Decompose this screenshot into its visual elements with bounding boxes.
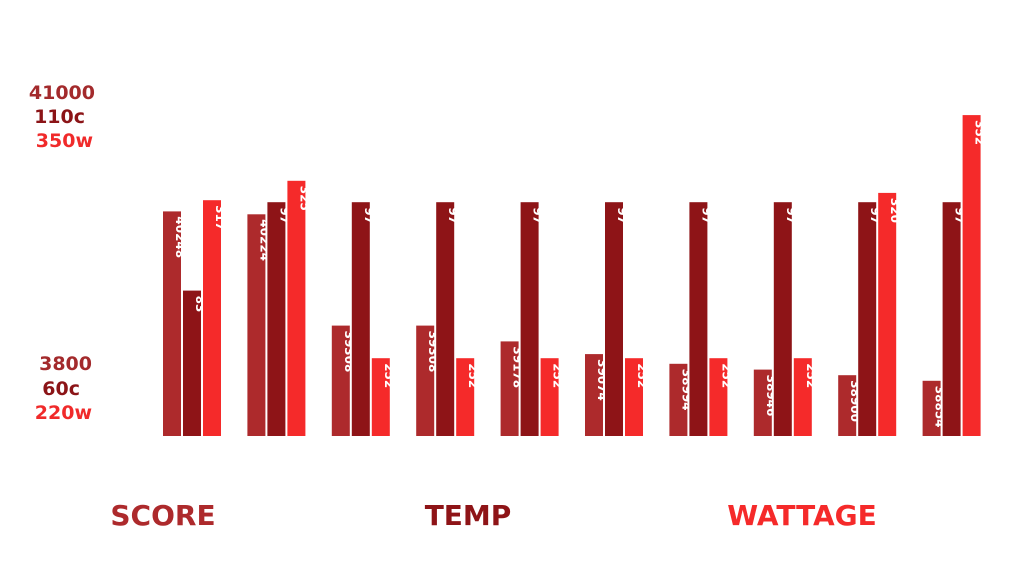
- wattage-value-label: 252: [635, 363, 649, 388]
- legend-wattage-label: WATTAGE: [727, 499, 877, 532]
- temp-bar: [689, 202, 708, 436]
- wattage-bar: [962, 115, 981, 436]
- legend-temp-label: TEMP: [425, 499, 512, 532]
- score-axis-max-label: 41000: [29, 82, 95, 104]
- temp-bar: [942, 202, 961, 436]
- temp-value-label: 97: [446, 207, 460, 224]
- wattage-axis-min-label: 220w: [35, 402, 92, 424]
- temp-bar: [605, 202, 623, 436]
- temp-bar: [520, 202, 539, 436]
- wattage-bar: [793, 358, 812, 436]
- wattage-axis-max-label: 350w: [36, 130, 93, 152]
- temp-value-label: 97: [699, 207, 713, 224]
- score-bar: [416, 325, 435, 436]
- temp-bar: [773, 202, 792, 436]
- wattage-value-label: 252: [719, 363, 733, 388]
- wattage-bar: [203, 200, 221, 436]
- wattage-value-label: 352: [973, 120, 987, 145]
- wattage-value-label: 252: [804, 363, 818, 388]
- temp-bar: [267, 202, 286, 436]
- wattage-value-label: 317: [213, 205, 227, 230]
- wattage-value-label: 252: [382, 363, 396, 388]
- legend: SCORE TEMP WATTAGE: [110, 499, 876, 532]
- bar-groups: 4024883317402249732539308972523930897252…: [163, 115, 987, 436]
- wattage-bar: [371, 358, 390, 436]
- score-bar: [500, 341, 519, 436]
- score-bar: [669, 363, 688, 436]
- wattage-value-label: 325: [297, 186, 311, 211]
- wattage-value-label: 252: [466, 363, 480, 388]
- temp-axis-min-label: 60c: [42, 378, 80, 400]
- temp-bar: [858, 202, 877, 436]
- temp-value-label: 97: [615, 207, 629, 224]
- score-bar: [753, 369, 772, 436]
- temp-bar: [351, 202, 370, 436]
- score-bar: [163, 211, 181, 436]
- wattage-value-label: 252: [551, 363, 565, 388]
- wattage-bar: [878, 192, 897, 436]
- temp-bar: [183, 290, 201, 436]
- score-axis-min-label: 3800: [39, 353, 92, 375]
- axis-labels: 41000 110c 350w 3800 60c 220w: [29, 82, 95, 424]
- temp-value-label: 97: [531, 207, 545, 224]
- score-bar: [331, 325, 350, 436]
- temp-axis-max-label: 110c: [34, 106, 85, 128]
- score-bar: [922, 380, 941, 436]
- score-bar: [247, 214, 266, 436]
- score-bar: [585, 354, 603, 436]
- wattage-value-label: 320: [888, 198, 902, 223]
- wattage-bar: [287, 180, 306, 436]
- wattage-bar: [540, 358, 559, 436]
- temp-bar: [436, 202, 455, 436]
- wattage-bar: [625, 358, 643, 436]
- wattage-bar: [709, 358, 728, 436]
- wattage-bar: [456, 358, 475, 436]
- score-bar: [838, 375, 857, 436]
- temp-value-label: 97: [784, 207, 798, 224]
- temp-value-label: 97: [362, 207, 376, 224]
- legend-score-label: SCORE: [110, 499, 215, 532]
- score-value-label: 40248: [173, 216, 187, 258]
